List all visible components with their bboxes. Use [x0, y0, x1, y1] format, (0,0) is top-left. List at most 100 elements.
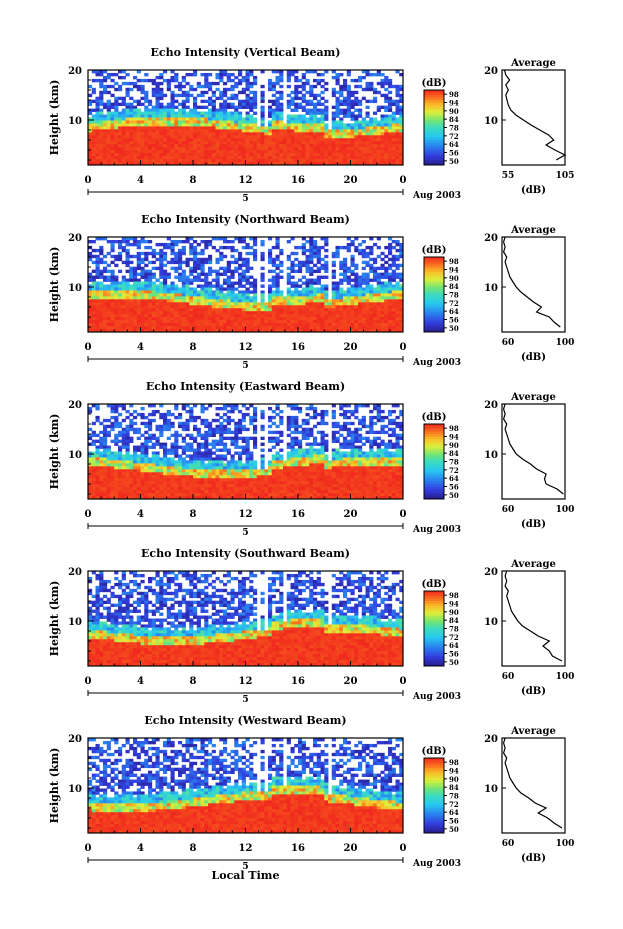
heatmap-cell [245, 99, 250, 104]
heatmap-cell [91, 132, 96, 136]
heatmap-cell [354, 141, 359, 145]
heatmap-cell [388, 156, 393, 160]
heatmap-cell [110, 406, 115, 411]
heatmap-cell [166, 448, 171, 452]
heatmap-cell [148, 78, 153, 83]
heatmap-cell [358, 323, 363, 327]
heatmap-cell [193, 320, 198, 324]
heatmap-cell [268, 123, 273, 127]
colorbar-segment [424, 314, 444, 318]
heatmap-cell [230, 317, 235, 321]
heatmap-cell [271, 144, 276, 148]
heatmap-cell [391, 302, 396, 306]
heatmap-cell [151, 132, 156, 136]
heatmap-cell [301, 159, 306, 163]
heatmap-cell [301, 144, 306, 148]
heatmap-cell [151, 120, 156, 124]
heatmap-cell [264, 150, 269, 154]
heatmap-cell [148, 281, 153, 285]
heatmap-cell [170, 424, 175, 429]
heatmap-cell [268, 296, 273, 300]
heatmap-cell [189, 129, 194, 133]
heatmap-cell [136, 293, 141, 297]
heatmap-cell [223, 93, 228, 98]
heatmap-cell [376, 156, 381, 160]
heatmap-cell [178, 278, 183, 282]
heatmap-cell [309, 129, 314, 133]
heatmap-cell [376, 305, 381, 309]
heatmap-cell [301, 153, 306, 157]
heatmap-cell [103, 436, 108, 441]
heatmap-cell [271, 290, 276, 294]
heatmap-cell [211, 117, 216, 121]
heatmap-cell [275, 254, 280, 259]
heatmap-cell [290, 269, 295, 274]
heatmap-cell [170, 299, 175, 303]
heatmap-cell [204, 317, 209, 321]
heatmap-cell [275, 105, 280, 109]
heatmap-cell [286, 281, 291, 285]
heatmap-cell [208, 162, 213, 166]
heatmap-cell [324, 299, 329, 303]
heatmap-cell [163, 326, 168, 330]
heatmap-cell [358, 144, 363, 148]
heatmap-cell [335, 308, 340, 312]
heatmap-cell [185, 123, 190, 127]
heatmap-cell [384, 108, 389, 112]
heatmap-cell [283, 144, 288, 148]
heatmap-cell [144, 117, 149, 121]
heatmap-cell [343, 153, 348, 157]
heatmap-cell [163, 141, 168, 145]
heatmap-cell [388, 237, 393, 241]
heatmap-cell [110, 242, 115, 247]
heatmap-cell [358, 153, 363, 157]
heatmap-cell [271, 135, 276, 139]
heatmap-cell [223, 326, 228, 330]
heatmap-cell [114, 326, 119, 330]
heatmap-cell [226, 305, 231, 309]
heatmap-cell [114, 87, 119, 92]
heatmap-cell [110, 138, 115, 142]
heatmap-cell [249, 156, 254, 160]
heatmap-cell [140, 281, 145, 285]
heatmap-cell [118, 296, 123, 300]
heatmap-cell [249, 436, 254, 441]
heatmap-cell [268, 323, 273, 327]
heatmap-cell [103, 427, 108, 432]
heatmap-cell [148, 311, 153, 315]
heatmap-cell [200, 326, 205, 330]
heatmap-cell [110, 120, 115, 124]
heatmap-cell [99, 93, 104, 98]
heatmap-cell [174, 290, 179, 294]
heatmap-cell [223, 72, 228, 77]
heatmap-cell [395, 436, 400, 441]
heatmap-cell [163, 159, 168, 163]
heatmap-cell [376, 415, 381, 420]
heatmap-cell [129, 287, 134, 291]
heatmap-cell [103, 439, 108, 443]
heatmap-cell [114, 308, 119, 312]
heatmap-cell [166, 293, 171, 297]
heatmap-cell [395, 147, 400, 151]
heatmap-cell [91, 117, 96, 121]
heatmap-cell [118, 70, 123, 74]
heatmap-cell [279, 415, 284, 420]
heatmap-cell [301, 314, 306, 318]
heatmap-cell [230, 314, 235, 318]
heatmap-cell [339, 126, 344, 130]
heatmap-cell [268, 147, 273, 151]
heatmap-cell [275, 293, 280, 297]
heatmap-cell [320, 308, 325, 312]
heatmap-cell [234, 326, 239, 330]
colorbar-segment [424, 267, 444, 270]
heatmap-cell [181, 305, 186, 309]
heatmap-cell [181, 272, 186, 276]
heatmap-cell [271, 281, 276, 285]
heatmap-cell [320, 114, 325, 118]
heatmap-cell [174, 314, 179, 318]
heatmap-cell [151, 302, 156, 306]
heatmap-cell [121, 111, 126, 115]
heatmap-cell [200, 257, 205, 262]
heatmap-cell [279, 111, 284, 115]
